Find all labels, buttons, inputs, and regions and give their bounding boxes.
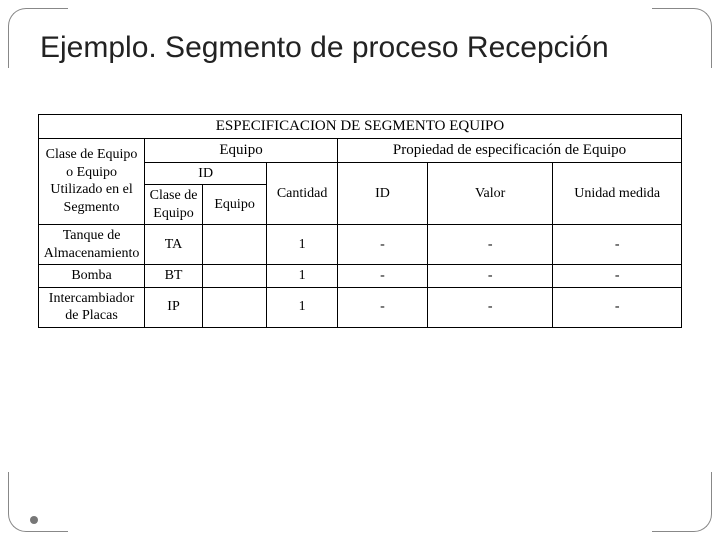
slide: Ejemplo. Segmento de proceso Recepción E… xyxy=(0,0,720,540)
cell-clase: IP xyxy=(145,287,203,327)
header-prop-id: ID xyxy=(337,162,427,225)
header-equipo-col: Equipo xyxy=(202,185,266,225)
header-prop-unidad: Unidad medida xyxy=(553,162,682,225)
corner-decoration xyxy=(8,472,68,532)
table-row: Intercambiador de Placas IP 1 - - - xyxy=(39,287,682,327)
header-prop-valor: Valor xyxy=(427,162,552,225)
row-label: Bomba xyxy=(39,265,145,288)
row-label: Intercambiador de Placas xyxy=(39,287,145,327)
slide-title: Ejemplo. Segmento de proceso Recepción xyxy=(40,30,692,66)
cell-clase: TA xyxy=(145,225,203,265)
cell-equipo xyxy=(202,225,266,265)
corner-decoration xyxy=(652,472,712,532)
cell-valor: - xyxy=(427,225,552,265)
spec-table: ESPECIFICACION DE SEGMENTO EQUIPO Clase … xyxy=(38,114,682,328)
cell-clase: BT xyxy=(145,265,203,288)
header-cantidad: Cantidad xyxy=(267,162,338,225)
table-row: Bomba BT 1 - - - xyxy=(39,265,682,288)
cell-cantidad: 1 xyxy=(267,265,338,288)
header-equipo-group: Equipo xyxy=(145,138,338,162)
spec-table-container: ESPECIFICACION DE SEGMENTO EQUIPO Clase … xyxy=(38,114,682,328)
cell-pid: - xyxy=(337,225,427,265)
cell-equipo xyxy=(202,265,266,288)
header-id: ID xyxy=(145,162,267,185)
cell-valor: - xyxy=(427,265,552,288)
cell-pid: - xyxy=(337,265,427,288)
page-dot xyxy=(30,516,38,524)
cell-cantidad: 1 xyxy=(267,225,338,265)
header-clase-segmento: Clase de Equipo o Equipo Utilizado en el… xyxy=(39,138,145,224)
cell-cantidad: 1 xyxy=(267,287,338,327)
cell-valor: - xyxy=(427,287,552,327)
cell-unidad: - xyxy=(553,225,682,265)
corner-decoration xyxy=(652,8,712,68)
corner-decoration xyxy=(8,8,68,68)
header-clase-equipo: Clase de Equipo xyxy=(145,185,203,225)
cell-unidad: - xyxy=(553,265,682,288)
table-header-row: Clase de Equipo o Equipo Utilizado en el… xyxy=(39,138,682,162)
row-label: Tanque de Almacenamiento xyxy=(39,225,145,265)
cell-equipo xyxy=(202,287,266,327)
table-main-header: ESPECIFICACION DE SEGMENTO EQUIPO xyxy=(39,115,682,139)
header-propiedad-group: Propiedad de especificación de Equipo xyxy=(337,138,681,162)
table-row: Tanque de Almacenamiento TA 1 - - - xyxy=(39,225,682,265)
cell-pid: - xyxy=(337,287,427,327)
table-header-row: ESPECIFICACION DE SEGMENTO EQUIPO xyxy=(39,115,682,139)
cell-unidad: - xyxy=(553,287,682,327)
